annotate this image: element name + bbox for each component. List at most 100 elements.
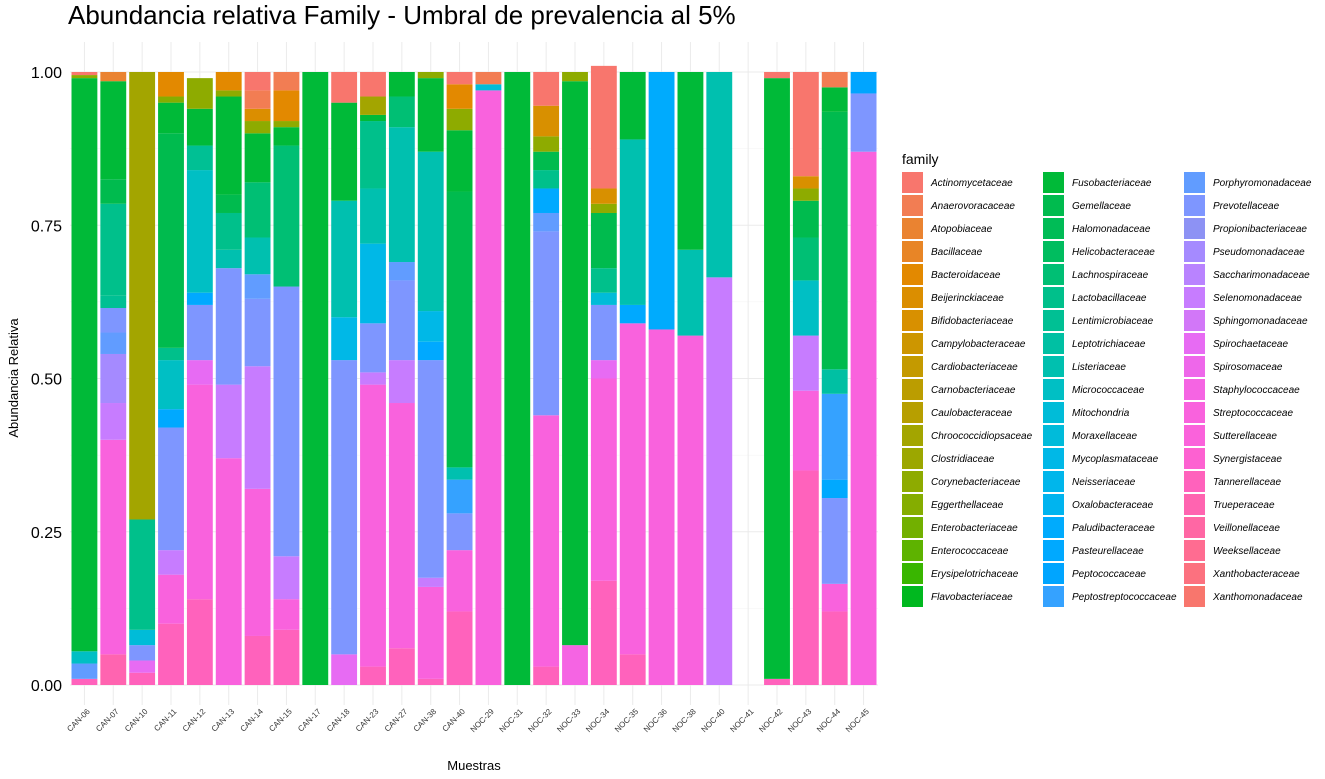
legend-key-xanthomonadaceae [1184, 586, 1205, 607]
y-tick-label: 0.00 [31, 678, 62, 695]
legend-key-veillonellaceae [1184, 517, 1205, 538]
bar-segment-can-18-mycoplasmataceae [331, 317, 358, 361]
bar-segment-noc-44-fusobacteriaceae [821, 87, 848, 112]
bar-segment-noc-32-bifidobacteriaceae [533, 105, 560, 137]
legend-label-paludibacteraceae: Paludibacteraceae [1072, 523, 1155, 534]
bar-segment-can-11-eggerthellaceae [158, 96, 184, 103]
bar-segment-noc-43-lachnospiraceae [792, 237, 819, 281]
bar-segment-can-12-spirochaetaceae [186, 360, 213, 385]
legend-label-actinomycetaceae: Actinomycetaceae [930, 178, 1013, 189]
x-tick-label-noc-38: NOC-38 [671, 707, 698, 734]
bar-segment-can-10-lactobacillaceae [129, 519, 156, 630]
x-tick-label-can-10: CAN-10 [123, 707, 150, 734]
bar-segment-can-13-gemellaceae [215, 194, 242, 213]
bar-segment-can-10-tannerellaceae [129, 672, 156, 685]
legend-key-selenomonadaceae [1184, 287, 1205, 308]
bar-segment-can-38-streptococcaceae [417, 586, 444, 679]
bar-segment-can-27-prevotellaceae [388, 280, 415, 361]
legend-label-spirochaetaceae: Spirochaetaceae [1213, 339, 1288, 350]
x-tick-label-noc-35: NOC-35 [613, 707, 640, 734]
bar-segment-noc-35-pasteurellaceae [619, 304, 646, 324]
bar-segment-can-38-listeriaceae [417, 151, 444, 312]
bar-segment-noc-45-peptococcaceae [850, 72, 877, 94]
legend-key-leptotrichiaceae [1043, 333, 1064, 354]
bar-segment-can-38-pasteurellaceae [417, 341, 444, 361]
bar-segment-can-18-prevotellaceae [331, 360, 358, 655]
legend-label-enterococcaceae: Enterococcaceae [931, 546, 1009, 557]
bar-segment-can-18-listeriaceae [331, 200, 358, 318]
bar-segment-can-38-tannerellaceae [417, 678, 444, 685]
bar-segment-can-27-porphyromonadaceae [388, 262, 415, 281]
bar-segment-can-14-prevotellaceae [244, 298, 271, 367]
bar-segment-can-11-fusobacteriaceae [158, 102, 184, 134]
bar-segment-can-12-tannerellaceae [186, 599, 213, 685]
legend-key-streptococcaceae [1184, 402, 1205, 423]
legend-label-campylobacteraceae: Campylobacteraceae [931, 339, 1026, 350]
y-tick-label: 0.75 [31, 218, 62, 235]
legend-label-pasteurellaceae: Pasteurellaceae [1072, 546, 1144, 557]
bar-segment-can-14-beijerinckiaceae [244, 108, 271, 122]
legend-key-pseudomonadaceae [1184, 241, 1205, 262]
legend-label-peptococcaceae: Peptococcaceae [1072, 569, 1146, 580]
x-tick-label-can-11: CAN-11 [152, 707, 178, 733]
bar-segment-can-06-tannerellaceae [71, 678, 98, 685]
bar-segment-can-18-actinomycetaceae [331, 72, 358, 103]
bar-segment-can-18-fusobacteriaceae [331, 102, 358, 201]
x-tick-label-can-12: CAN-12 [181, 707, 208, 734]
bar-segment-can-13-selenomonadaceae [215, 384, 242, 459]
legend-key-chroococcidiopsaceae [902, 425, 923, 446]
x-tick-label-can-14: CAN-14 [239, 707, 266, 734]
legend-label-porphyromonadaceae: Porphyromonadaceae [1213, 178, 1312, 189]
bar-segment-can-11-streptococcaceae [158, 574, 184, 624]
legend-key-spirosomaceae [1184, 356, 1205, 377]
bar-segment-can-40-prevotellaceae [446, 513, 473, 551]
bar-segment-noc-34-gemellaceae [590, 212, 617, 269]
bar-segment-can-06-porphyromonadaceae [71, 663, 98, 679]
y-tick-label: 0.50 [31, 372, 62, 389]
bar-segment-can-15-streptococcaceae [273, 599, 300, 630]
bar-segment-noc-43-streptococcaceae [792, 390, 819, 471]
bar-segment-can-07-lentimicrobiaceae [100, 295, 127, 309]
legend-label-chroococcidiopsaceae: Chroococcidiopsaceae [931, 431, 1033, 442]
bar-segment-can-23-lactobacillaceae [360, 121, 386, 189]
bar-segment-noc-34-corynebacteriaceae [590, 203, 617, 213]
legend-label-anaerovoracaceae: Anaerovoracaceae [930, 201, 1015, 212]
legend-label-peptostreptococcaceae: Peptostreptococcaceae [1072, 592, 1177, 603]
bar-segment-noc-34-mitochondria [590, 292, 617, 305]
bar-segment-can-40-streptococcaceae [446, 550, 473, 612]
bar-segment-noc-43-actinomycetaceae [792, 72, 819, 177]
legend-key-porphyromonadaceae [1184, 172, 1205, 193]
bar-segment-can-11-selenomonadaceae [158, 550, 184, 575]
legend-label-streptococcaceae: Streptococcaceae [1213, 408, 1293, 419]
legend-key-micrococcaceae [1043, 379, 1064, 400]
bar-segment-can-14-tannerellaceae [244, 635, 271, 685]
bar-segment-can-23-mycoplasmataceae [360, 243, 386, 324]
legend-label-lactobacillaceae: Lactobacillaceae [1072, 293, 1147, 304]
legend-key-fusobacteriaceae [1043, 172, 1064, 193]
legend-label-enterobacteriaceae: Enterobacteriaceae [931, 523, 1018, 534]
bar-segment-can-14-streptococcaceae [244, 488, 271, 636]
bar-segment-can-23-tannerellaceae [360, 666, 386, 685]
bar-segment-can-07-streptococcaceae [100, 439, 127, 655]
bar-segment-noc-42-actinomycetaceae [764, 72, 790, 79]
legend-key-enterobacteriaceae [902, 517, 923, 538]
bar-segment-noc-44-peptostreptococcaceae [821, 393, 848, 480]
bar-segment-can-11-gemellaceae [158, 133, 184, 348]
legend-label-spirosomaceae: Spirosomaceae [1213, 362, 1283, 373]
legend-label-beijerinckiaceae: Beijerinckiaceae [931, 293, 1004, 304]
bar-segment-noc-32-streptococcaceae [533, 415, 560, 667]
bar-segment-noc-35-tannerellaceae [619, 654, 646, 685]
bar-segment-can-40-actinomycetaceae [446, 72, 473, 85]
bar-segment-can-15-selenomonadaceae [273, 556, 300, 600]
legend-label-tannerellaceae: Tannerellaceae [1213, 477, 1281, 488]
bar-segment-can-11-lactobacillaceae [158, 347, 184, 361]
bar-segment-noc-32-gemellaceae [533, 151, 560, 171]
x-tick-label-can-23: CAN-23 [354, 707, 381, 734]
legend-key-sphingomonadaceae [1184, 310, 1205, 331]
legend-label-veillonellaceae: Veillonellaceae [1213, 523, 1280, 534]
legend-label-mycoplasmataceae: Mycoplasmataceae [1072, 454, 1159, 465]
bar-segment-can-27-selenomonadaceae [388, 360, 415, 404]
legend-key-prevotellaceae [1184, 195, 1205, 216]
x-tick-label-noc-31: NOC-31 [498, 707, 525, 734]
bar-segment-can-12-prevotellaceae [186, 304, 213, 361]
